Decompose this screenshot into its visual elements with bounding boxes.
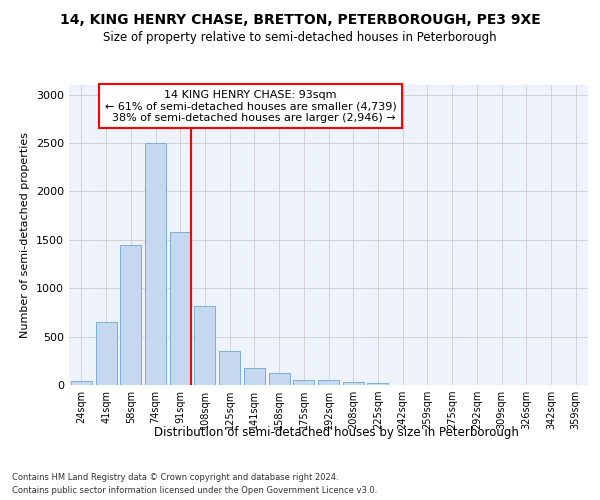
Text: Size of property relative to semi-detached houses in Peterborough: Size of property relative to semi-detach…: [103, 31, 497, 44]
Text: Contains public sector information licensed under the Open Government Licence v3: Contains public sector information licen…: [12, 486, 377, 495]
Bar: [367, 382, 388, 385]
Text: 14, KING HENRY CHASE, BRETTON, PETERBOROUGH, PE3 9XE: 14, KING HENRY CHASE, BRETTON, PETERBORO…: [59, 12, 541, 26]
Text: Distribution of semi-detached houses by size in Peterborough: Distribution of semi-detached houses by …: [154, 426, 518, 439]
Bar: [293, 380, 314, 385]
Bar: [120, 244, 141, 385]
Bar: [318, 380, 339, 385]
Bar: [145, 143, 166, 385]
Bar: [71, 381, 92, 385]
Bar: [244, 368, 265, 385]
Bar: [95, 322, 116, 385]
Text: 14 KING HENRY CHASE: 93sqm  
← 61% of semi-detached houses are smaller (4,739)
 : 14 KING HENRY CHASE: 93sqm ← 61% of semi…: [105, 90, 397, 122]
Bar: [343, 382, 364, 385]
Text: Contains HM Land Registry data © Crown copyright and database right 2024.: Contains HM Land Registry data © Crown c…: [12, 472, 338, 482]
Bar: [170, 232, 191, 385]
Y-axis label: Number of semi-detached properties: Number of semi-detached properties: [20, 132, 31, 338]
Bar: [219, 351, 240, 385]
Bar: [194, 306, 215, 385]
Bar: [269, 374, 290, 385]
